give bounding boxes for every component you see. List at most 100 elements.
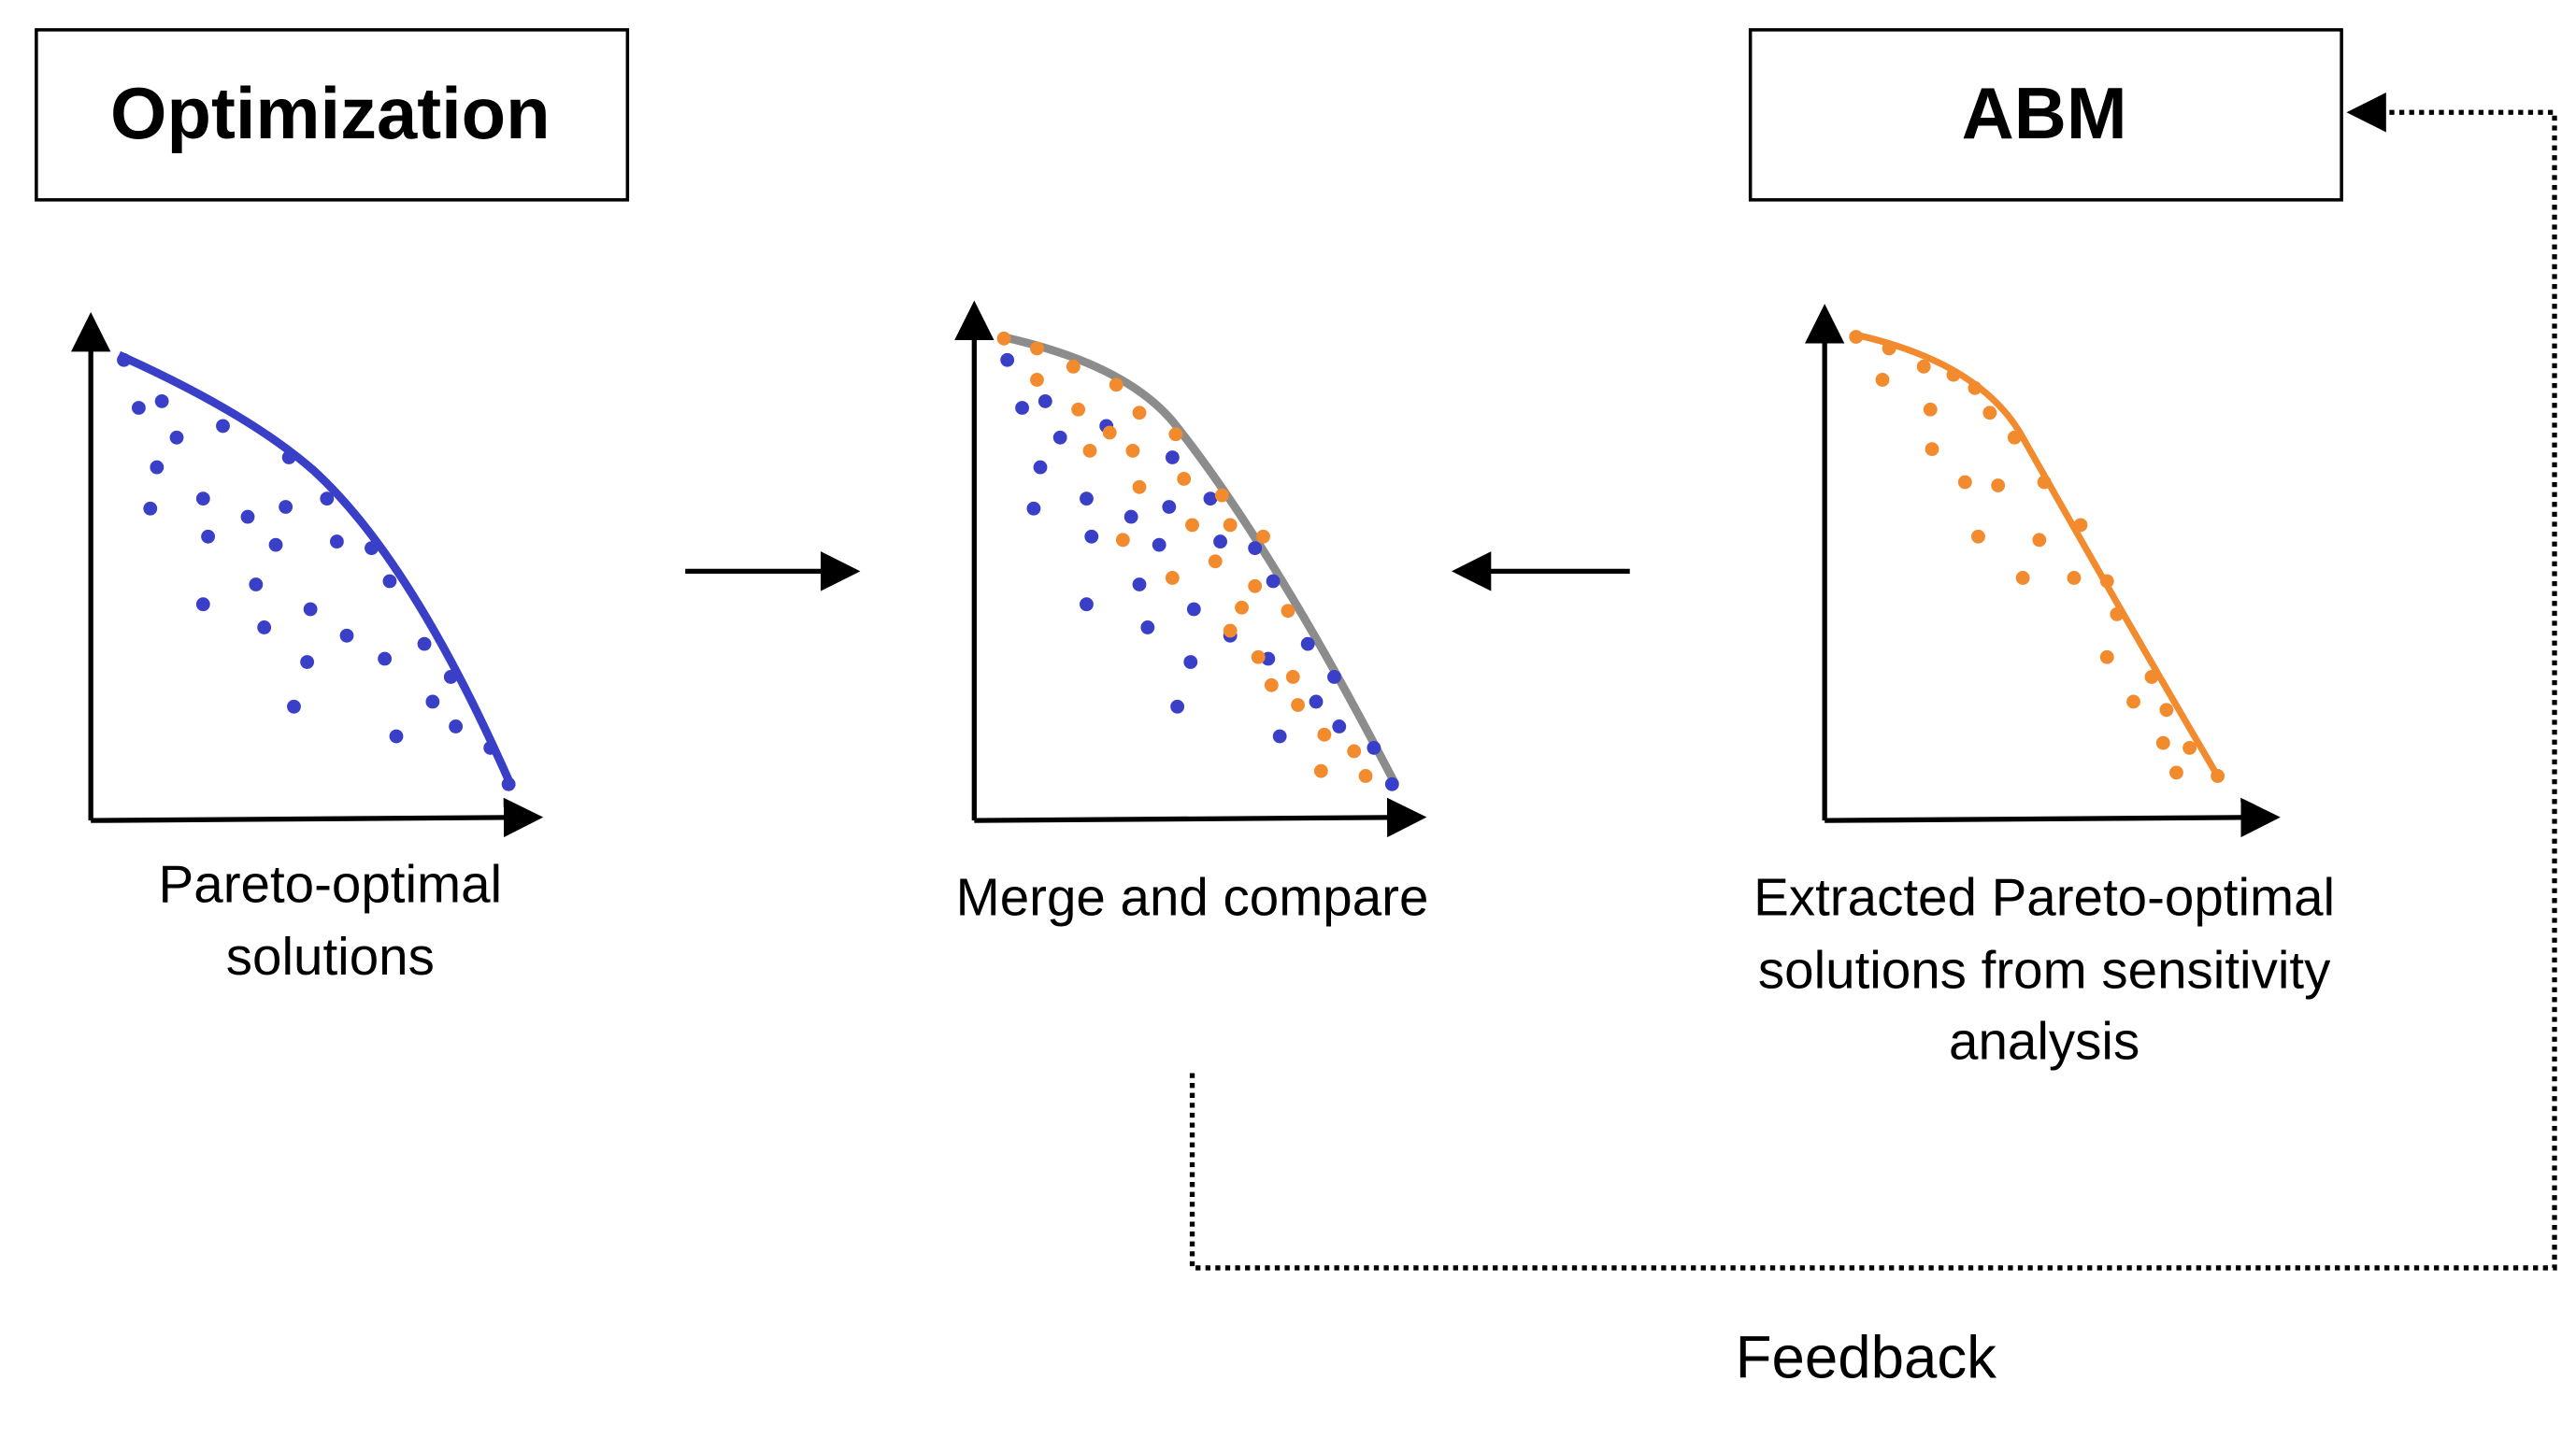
dot [1208,554,1223,569]
dot [1030,341,1044,356]
dot [1272,729,1287,744]
dot [1925,442,1939,457]
dot [1186,602,1201,617]
dot [1170,699,1185,714]
dot [1313,763,1328,778]
dot [1281,604,1295,619]
dot [1123,509,1138,524]
dot [2007,430,2022,445]
dot [131,401,146,415]
dot [329,534,344,549]
dot [1991,478,2006,492]
dot [195,491,210,506]
feedback-label: Feedback [1736,1324,1996,1390]
dot [425,694,440,709]
dot [1875,373,1890,387]
abm-label: ABM [1962,74,2127,154]
dot [240,509,255,524]
optimization-box [35,28,630,202]
dot [117,352,131,367]
dot [154,393,169,408]
dot [1030,373,1044,387]
caption: Extracted Pareto-optimal [1753,868,2335,927]
dot [150,460,165,475]
dot [1367,740,1381,755]
dot [2037,475,2052,490]
caption: Pareto-optimal [159,855,503,914]
dot [1347,744,1362,759]
dot [365,541,379,556]
pareto-curve [117,350,516,790]
dot [1080,491,1094,506]
dot [2169,765,2183,780]
abm-curve [1856,332,2221,778]
dot [1132,406,1147,420]
dot [1309,694,1324,709]
dot [378,651,393,666]
dot [449,719,464,733]
dot [501,776,516,791]
dot [1071,402,1086,417]
dot [1132,577,1147,591]
dot [1000,352,1015,367]
dot [1132,479,1147,494]
dot [1968,380,1982,395]
dot [389,729,404,744]
dot [287,699,301,714]
dot [249,577,264,591]
dot [2110,606,2125,621]
caption: solutions from sensitivity [1758,940,2331,999]
dot [300,655,315,669]
dot [268,537,283,552]
dot [2099,649,2114,664]
dot [2155,735,2170,750]
dot [1291,698,1306,712]
dot [1066,359,1080,374]
dot [1266,574,1281,589]
caption: solutions [226,927,435,986]
dot [1162,500,1177,514]
dot [1916,359,1931,374]
dot [417,636,432,651]
dot [2182,740,2197,755]
dot [1185,518,1199,533]
dot [1152,537,1166,552]
dot [1882,341,1896,356]
dot [2032,533,2047,548]
dot [1168,427,1183,442]
dot [143,501,158,516]
dot [1165,450,1180,464]
dot [1971,529,1985,544]
dot [2159,703,2174,718]
dot [1115,533,1130,548]
dot [1982,406,1997,420]
dot [1033,460,1048,475]
dot [1140,620,1155,634]
dot [1165,571,1180,585]
dot [1946,367,1961,382]
dot [1214,488,1229,503]
dot [169,430,184,445]
dot [483,740,498,755]
dot [1285,670,1300,684]
dot [1256,529,1270,544]
dot [1384,776,1399,791]
dot [2099,574,2114,589]
dot [303,602,318,617]
dot [195,597,210,612]
dot [1923,402,1938,417]
dot [2073,518,2088,533]
dot [1102,425,1117,440]
dot [2144,670,2159,684]
dot [1264,677,1279,692]
dot [1248,578,1263,593]
dot [1332,719,1347,733]
axes [70,300,2281,838]
dot [1026,501,1041,516]
dot [1223,518,1238,533]
dot [1235,600,1249,615]
dot [281,450,296,464]
caption: Merge and compare [956,868,1429,927]
dot [1248,541,1263,556]
